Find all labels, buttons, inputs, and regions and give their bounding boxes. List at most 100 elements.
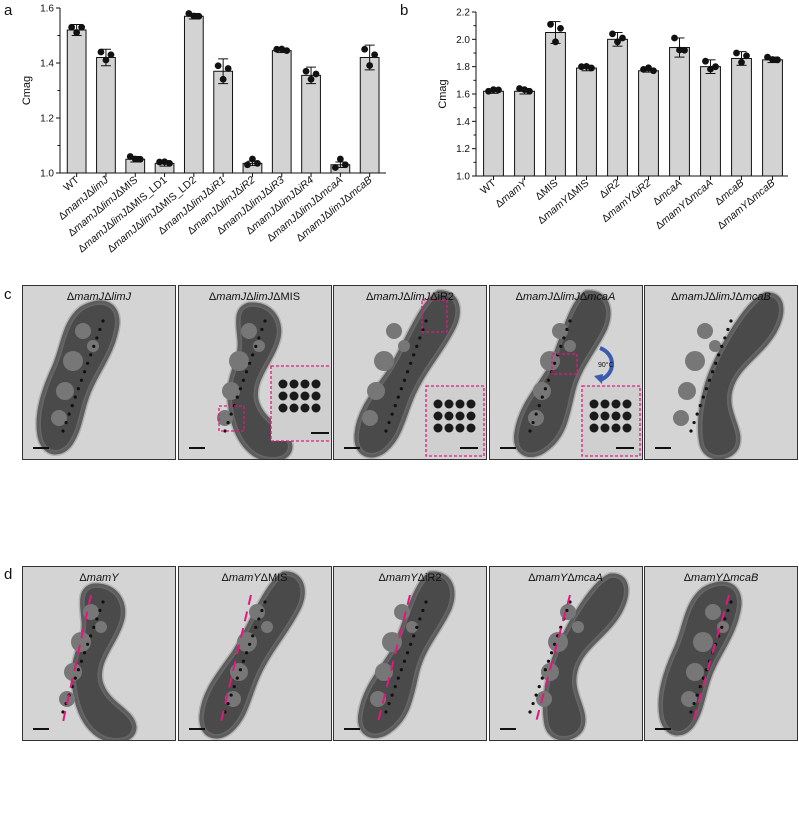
data-point [547,20,554,28]
magnetosome [92,344,96,348]
inset-magnetosome [433,411,443,421]
tem-panel-c-1: ΔmamJΔlimJ [22,285,176,460]
x-tick-label: ΔmamY [493,176,530,210]
magnetosome [262,600,267,604]
inset-magnetosome [278,379,287,389]
magnetosome [418,617,422,621]
data-point [769,56,776,63]
data-point [273,45,281,53]
data-point [73,29,81,36]
data-point [712,63,719,71]
magnetosome [89,634,93,638]
inclusion-granule [563,340,576,352]
cell-axis-dashed-line [62,594,92,723]
inset-magnetosome [589,411,598,421]
magnetosome [399,668,403,672]
magnetosome [424,319,428,323]
data-point [495,86,502,94]
inclusion-granule [406,621,418,633]
y-tick-label: 1.6 [456,90,470,101]
tem-panel-title: ΔmamJΔlimJ [66,291,132,303]
inclusion-granule [547,632,568,652]
inclusion-granule [559,604,576,620]
tem-panel-c-5: ΔmamJΔlimJΔmcaB [644,285,798,460]
magnetosome [250,634,254,638]
tem-micrograph [334,567,486,740]
y-tick-label: 1.4 [456,117,470,128]
magnetosome [402,378,407,382]
magnetosome [98,327,102,332]
cell-envelope [540,571,630,740]
data-point [738,58,745,66]
magnetosome [89,353,93,357]
panel-label-b: b [400,2,409,19]
inclusion-granule [260,621,273,633]
magnetosome [717,353,721,357]
data-point [244,161,251,169]
magnetosome [720,625,724,629]
magnetosome [546,378,550,382]
tem-panel-title: ΔmamYΔmcaA [528,572,603,584]
magnetosome [418,336,422,340]
data-point [214,62,222,70]
magnetosome [79,378,84,382]
magnetosome [235,395,239,399]
bar [271,50,292,174]
cell-envelope [35,298,121,456]
inset-magnetosome [455,411,465,421]
magnetosome [415,344,419,348]
magnetosome [82,370,87,374]
panel-label-d: d [4,566,13,583]
magnetosome [540,395,544,399]
bar [514,90,535,177]
data-point [331,164,339,171]
inset-magnetosome [600,411,609,421]
magnetosome [424,600,428,604]
magnetosome [86,642,90,646]
inset-magnetosome [444,411,454,421]
bacterial-cell [226,302,293,459]
cell-envelope [657,579,743,737]
tem-micrograph [178,567,331,740]
bar [669,47,690,177]
magnetosome [225,701,230,706]
magnetosome [232,685,236,689]
cell-envelope [225,300,294,459]
scale-bar [655,728,671,730]
bar [607,38,628,177]
magnetosome [561,336,565,340]
cell-envelope [696,290,785,459]
magnetosome [726,608,730,613]
tem-panel-d-1: ΔmamY [22,566,176,741]
inset-magnetosome [466,399,476,409]
inclusion-granule [221,382,240,400]
magnetosome [415,625,419,629]
bar [183,15,204,174]
data-point [156,158,163,166]
magnetosome [567,319,572,323]
scale-bar [33,728,49,730]
tem-micrograph [645,286,797,459]
magnetosome [530,701,535,706]
inclusion-granule [532,382,551,400]
magnetosome [723,617,727,621]
inset-magnetosome [444,423,454,433]
inclusion-granule [686,663,704,681]
cell-envelope [352,288,462,459]
magnetosome [256,617,260,621]
magnetosome [61,710,65,714]
magnetosome [409,361,413,365]
data-point [609,30,616,38]
inclusion-granule [59,691,75,707]
magnetosome [412,353,416,357]
cell-envelope [197,569,306,740]
tem-row-c: ΔmamJΔlimJ ΔmamJΔlimJΔMIS ΔmamJΔlimJΔiR2 90… [22,285,798,460]
bacterial-cell [658,581,742,736]
inset-magnetosome [278,403,287,413]
magnetosome [692,420,696,425]
bacterial-cell [354,290,460,458]
bar [483,90,504,177]
bar [301,74,321,174]
inclusion-granule [571,621,584,633]
inset-magnetosome [311,391,320,401]
